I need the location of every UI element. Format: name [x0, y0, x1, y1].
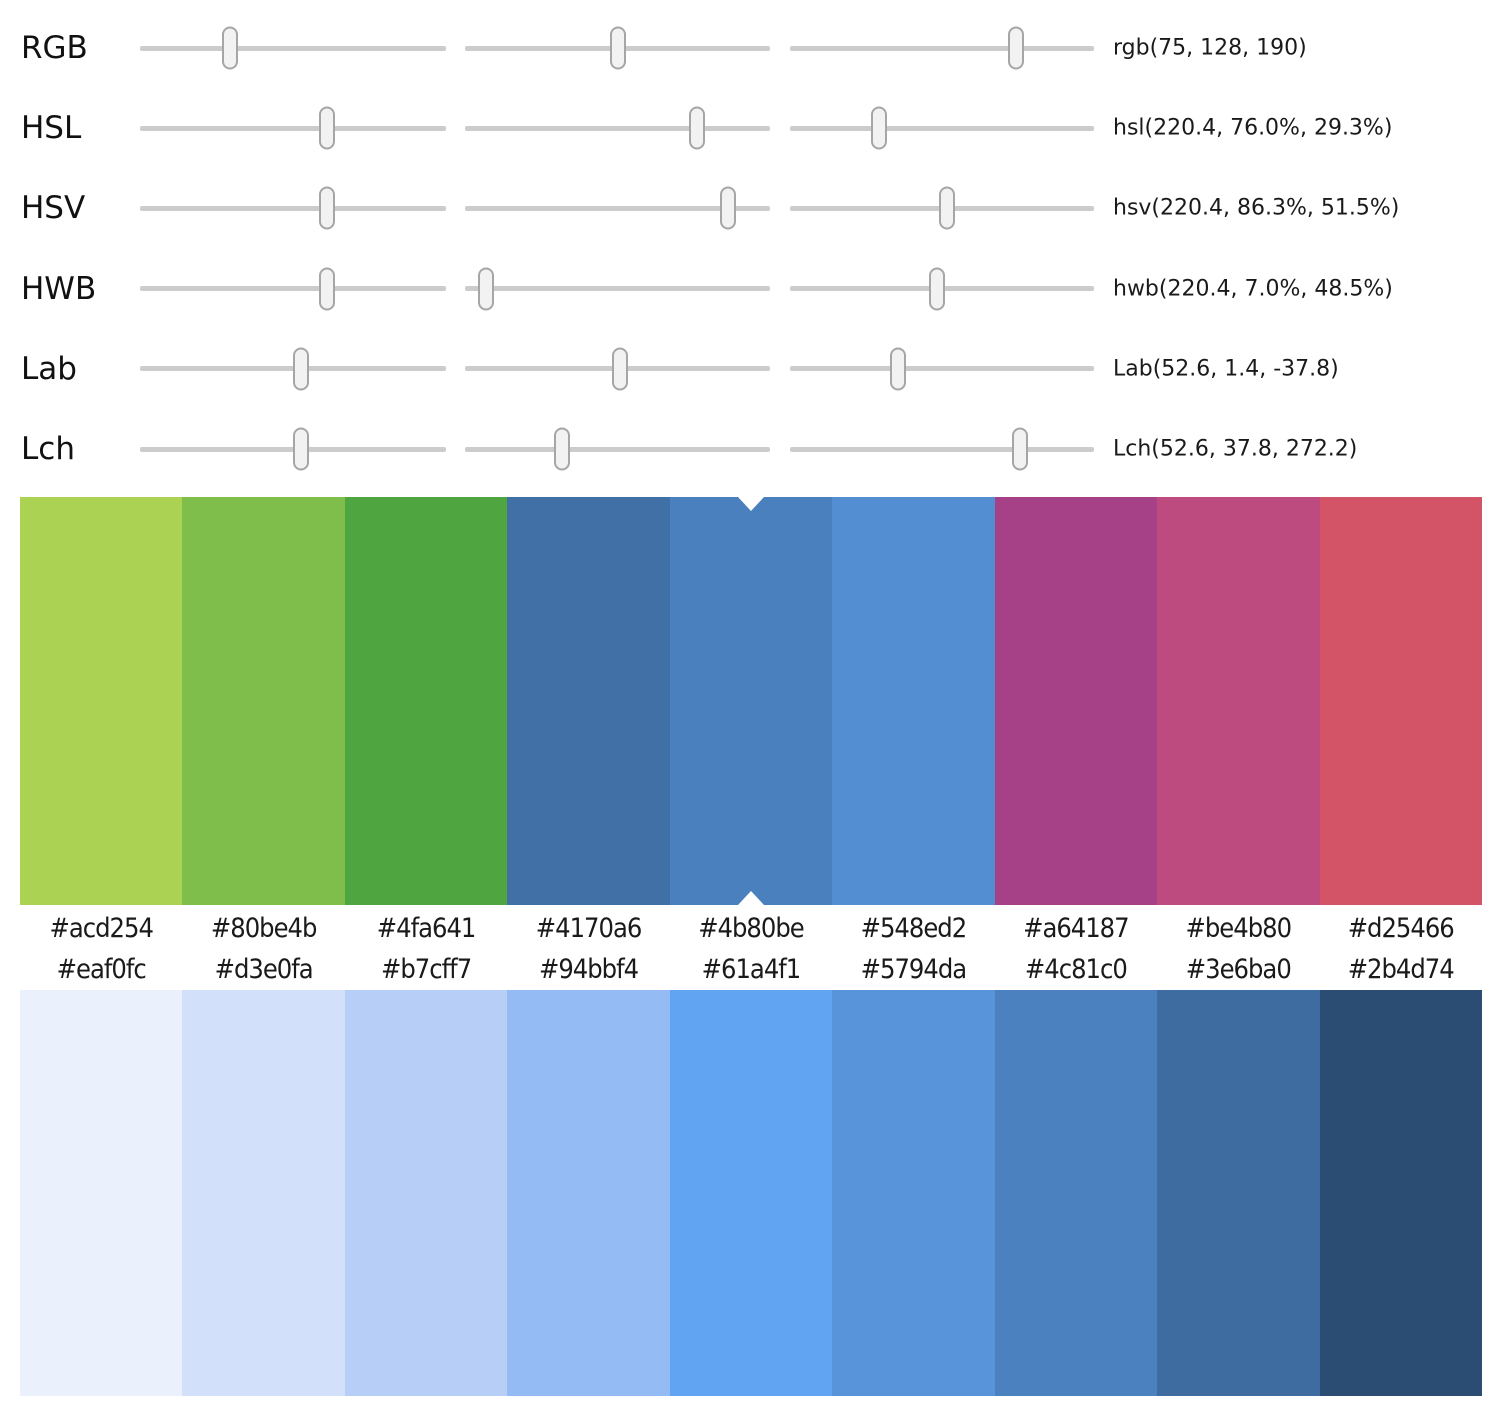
colorspace-label: HSL [21, 110, 82, 147]
scale-palette [20, 990, 1482, 1396]
scale-hex-row: #eaf0fc #d3e0fa #b7cff7 #94bbf4 #61a4f1 #5794… [20, 949, 1482, 990]
scale-swatch-7[interactable] [1157, 990, 1320, 1396]
hex-code-label: #be4b80 [1185, 912, 1293, 944]
hsl-third-slider-handle[interactable] [871, 106, 888, 150]
hex-code-label: #3e6ba0 [1185, 954, 1292, 985]
hex-code-label: #4fa641 [376, 912, 477, 944]
hue-swatch-0[interactable] [20, 497, 183, 905]
selection-marker-bottom-icon [738, 891, 764, 905]
hsv-third-slider-handle[interactable] [938, 186, 955, 230]
hsv-third-slider-track[interactable] [790, 186, 1094, 230]
rgb-second-slider-track[interactable] [465, 26, 770, 70]
color-value-text: hsv(220.4, 86.3%, 51.5%) [1113, 195, 1400, 221]
colorspace-label: RGB [21, 30, 88, 66]
hex-code-label: #4b80be [698, 912, 805, 944]
colorspace-label: Lab [21, 350, 77, 387]
lch-first-slider-handle[interactable] [292, 427, 309, 471]
lch-second-slider-track[interactable] [465, 427, 770, 471]
hsl-second-slider-handle[interactable] [688, 106, 705, 150]
slider-row-hsl: HSL hsl(220.4, 76.0%, 29.3%) [0, 96, 1501, 160]
scale-swatch-2[interactable] [344, 990, 508, 1396]
colorspace-label: HWB [21, 270, 97, 307]
color-value-text: rgb(75, 128, 190) [1113, 35, 1307, 61]
hex-code-label: #5794da [860, 954, 967, 985]
rgb-second-slider-handle[interactable] [610, 26, 627, 70]
scale-swatch-1[interactable] [182, 990, 345, 1396]
color-value-text: Lch(52.6, 37.8, 272.2) [1113, 436, 1358, 462]
hwb-second-slider-track[interactable] [465, 267, 770, 311]
hex-code-label: #acd254 [49, 912, 154, 944]
lch-first-slider-track[interactable] [140, 427, 446, 471]
hsv-second-slider-track[interactable] [465, 186, 770, 230]
scale-swatch-8[interactable] [1319, 990, 1482, 1396]
lab-second-slider-track[interactable] [465, 347, 770, 391]
scale-swatch-0[interactable] [20, 990, 183, 1396]
slider-row-lab: Lab Lab(52.6, 1.4, -37.8) [0, 337, 1501, 401]
hex-code-label: #a64187 [1023, 912, 1130, 944]
scale-swatch-3[interactable] [507, 990, 670, 1396]
scale-swatch-5[interactable] [832, 990, 995, 1396]
lch-third-slider-handle[interactable] [1011, 427, 1028, 471]
hex-code-label: #d25466 [1347, 912, 1455, 944]
hue-palette [20, 497, 1482, 905]
lab-second-slider-handle[interactable] [611, 347, 628, 391]
hue-hex-row: #acd254 #80be4b #4fa641 #4170a6 #4b80be #548e… [20, 905, 1482, 951]
rgb-first-slider-handle[interactable] [221, 26, 238, 70]
lch-second-slider-handle[interactable] [553, 427, 570, 471]
color-value-text: hsl(220.4, 76.0%, 29.3%) [1113, 115, 1393, 141]
hsv-first-slider-track[interactable] [140, 186, 446, 230]
color-value-text: hwb(220.4, 7.0%, 48.5%) [1113, 276, 1393, 302]
lab-third-slider-handle[interactable] [889, 347, 906, 391]
hwb-second-slider-handle[interactable] [478, 267, 495, 311]
hsl-third-slider-track[interactable] [790, 106, 1094, 150]
slider-row-lch: Lch Lch(52.6, 37.8, 272.2) [0, 417, 1501, 481]
hex-code-label: #61a4f1 [701, 954, 802, 985]
hue-swatch-1[interactable] [182, 497, 345, 905]
hex-code-label: #4c81c0 [1024, 954, 1128, 985]
hue-swatch-6[interactable] [994, 497, 1158, 905]
color-value-text: Lab(52.6, 1.4, -37.8) [1113, 356, 1339, 382]
hwb-third-slider-track[interactable] [790, 267, 1094, 311]
scale-swatch-6[interactable] [994, 990, 1158, 1396]
hue-swatch-8[interactable] [1319, 497, 1482, 905]
hwb-first-slider-track[interactable] [140, 267, 446, 311]
lab-third-slider-track[interactable] [790, 347, 1094, 391]
hex-code-label: #80be4b [210, 912, 318, 944]
hex-code-label: #94bbf4 [538, 954, 639, 985]
scale-swatch-4[interactable] [669, 990, 833, 1396]
hsl-second-slider-track[interactable] [465, 106, 770, 150]
selection-marker-top-icon [738, 497, 764, 511]
hsl-first-slider-handle[interactable] [319, 106, 336, 150]
hwb-third-slider-handle[interactable] [929, 267, 946, 311]
rgb-third-slider-handle[interactable] [1008, 26, 1025, 70]
rgb-first-slider-track[interactable] [140, 26, 446, 70]
hex-code-label: #2b4d74 [1347, 954, 1455, 985]
slider-row-hwb: HWB hwb(220.4, 7.0%, 48.5%) [0, 257, 1501, 321]
hue-swatch-4[interactable] [669, 497, 833, 905]
hsv-first-slider-handle[interactable] [319, 186, 336, 230]
hex-code-label: #d3e0fa [214, 954, 314, 985]
hex-code-label: #b7cff7 [381, 954, 472, 985]
slider-row-hsv: HSV hsv(220.4, 86.3%, 51.5%) [0, 176, 1501, 240]
hex-code-label: #eaf0fc [56, 954, 147, 985]
rgb-third-slider-track[interactable] [790, 26, 1094, 70]
colorspace-label: Lch [21, 431, 75, 467]
hex-code-label: #4170a6 [535, 912, 643, 944]
slider-row-rgb: RGB rgb(75, 128, 190) [0, 16, 1501, 80]
hex-code-label: #548ed2 [860, 912, 968, 944]
lab-first-slider-track[interactable] [140, 347, 446, 391]
hwb-first-slider-handle[interactable] [319, 267, 336, 311]
hsv-second-slider-handle[interactable] [720, 186, 737, 230]
hue-swatch-7[interactable] [1157, 497, 1320, 905]
lab-first-slider-handle[interactable] [292, 347, 309, 391]
hsl-first-slider-track[interactable] [140, 106, 446, 150]
hue-swatch-3[interactable] [507, 497, 670, 905]
colorspace-label: HSV [21, 190, 86, 227]
hue-swatch-5[interactable] [832, 497, 995, 905]
lch-third-slider-track[interactable] [790, 427, 1094, 471]
hue-swatch-2[interactable] [344, 497, 508, 905]
